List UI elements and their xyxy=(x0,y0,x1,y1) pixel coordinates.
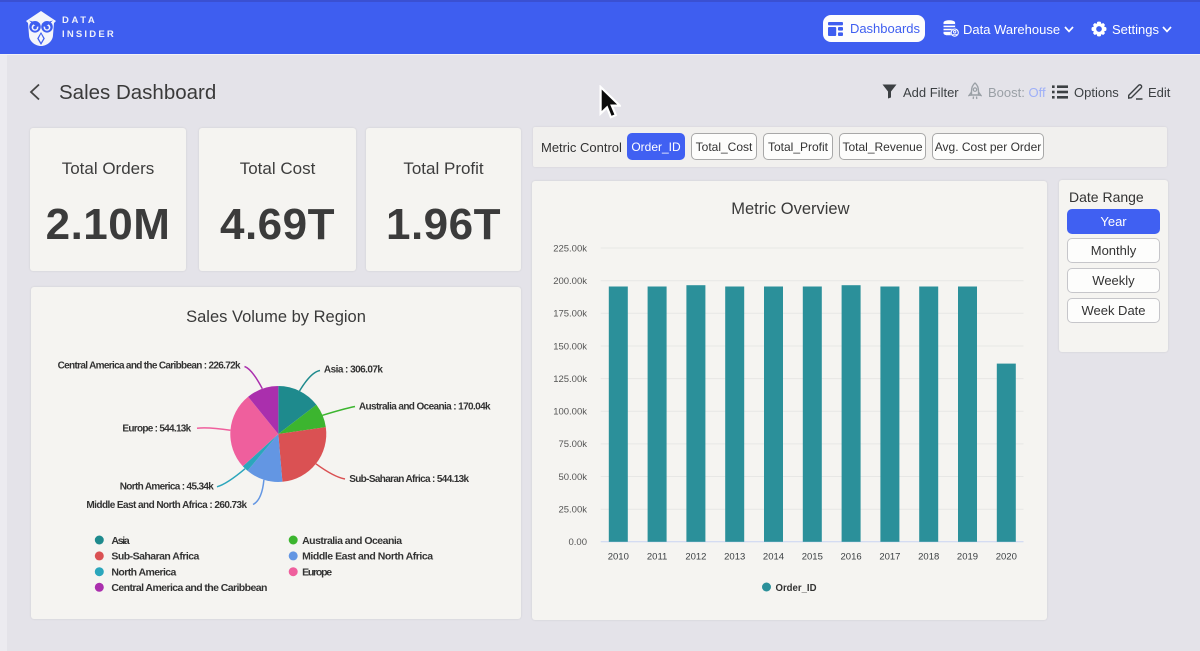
svg-text:Australia and Oceania: Australia and Oceania xyxy=(302,535,402,547)
svg-text:Order_ID: Order_ID xyxy=(776,582,817,594)
svg-text:Central America and the Caribb: Central America and the Caribbean : 226.… xyxy=(58,361,241,372)
svg-text:Australia and Oceania : 170.04: Australia and Oceania : 170.04k xyxy=(359,402,491,413)
svg-text:2011: 2011 xyxy=(647,552,667,563)
svg-text:0.00: 0.00 xyxy=(569,537,588,548)
svg-text:2020: 2020 xyxy=(996,552,1017,563)
svg-text:2014: 2014 xyxy=(763,552,784,563)
svg-text:2010: 2010 xyxy=(608,552,629,563)
svg-text:50.00k: 50.00k xyxy=(558,472,587,483)
svg-text:Europe: Europe xyxy=(302,567,332,579)
svg-text:125.00k: 125.00k xyxy=(553,374,587,385)
svg-text:Middle East and North Africa: Middle East and North Africa xyxy=(302,551,433,563)
svg-text:2017: 2017 xyxy=(879,552,900,563)
svg-text:75.00k: 75.00k xyxy=(558,439,587,450)
svg-text:2016: 2016 xyxy=(841,552,862,563)
svg-text:Central America and the Caribb: Central America and the Caribbean xyxy=(111,582,267,594)
svg-text:Sales Volume by Region: Sales Volume by Region xyxy=(186,308,366,326)
svg-text:175.00k: 175.00k xyxy=(553,309,587,320)
svg-text:200.00k: 200.00k xyxy=(553,276,587,287)
svg-text:Asia : 306.07k: Asia : 306.07k xyxy=(324,365,383,376)
svg-text:2019: 2019 xyxy=(957,552,978,563)
svg-text:Europe : 544.13k: Europe : 544.13k xyxy=(122,423,191,434)
svg-text:Metric Overview: Metric Overview xyxy=(731,200,849,218)
svg-text:25.00k: 25.00k xyxy=(558,505,587,516)
svg-text:North America : 45.34k: North America : 45.34k xyxy=(120,481,215,492)
svg-text:Middle East and North Africa :: Middle East and North Africa : 260.73k xyxy=(86,500,247,511)
svg-text:100.00k: 100.00k xyxy=(553,407,587,418)
svg-text:2012: 2012 xyxy=(685,552,706,563)
svg-text:2013: 2013 xyxy=(724,552,745,563)
svg-text:225.00k: 225.00k xyxy=(553,243,587,254)
svg-text:Sub-Saharan Africa : 544.13k: Sub-Saharan Africa : 544.13k xyxy=(349,474,469,485)
svg-text:Asia: Asia xyxy=(111,535,129,547)
svg-text:2015: 2015 xyxy=(802,552,823,563)
svg-text:150.00k: 150.00k xyxy=(553,341,587,352)
svg-text:2018: 2018 xyxy=(918,552,939,563)
svg-text:Sub-Saharan Africa: Sub-Saharan Africa xyxy=(111,551,199,563)
svg-text:North America: North America xyxy=(111,567,176,579)
